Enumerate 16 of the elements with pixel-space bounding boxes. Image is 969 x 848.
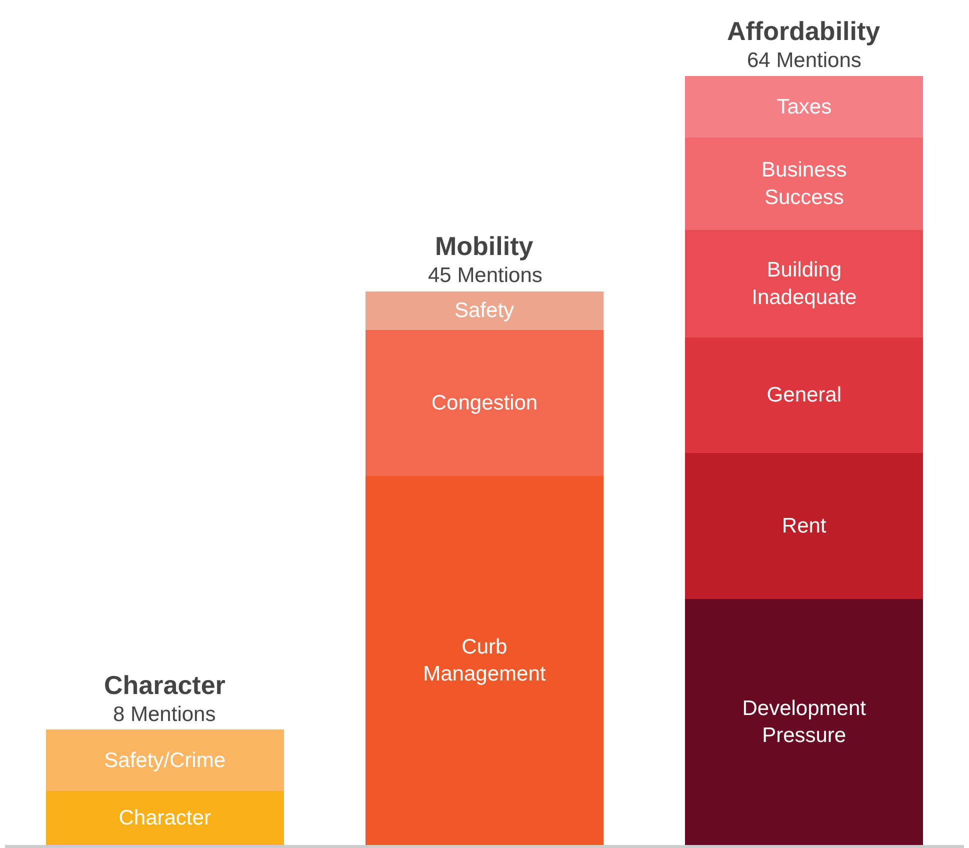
series-label: Rent	[782, 514, 826, 538]
text: 64 Mentions	[747, 49, 862, 72]
series-label: General	[766, 384, 842, 407]
series-label: Business Success	[762, 158, 847, 209]
annotation: 8 Mentions	[113, 703, 216, 726]
x-tick-label: Mobility	[435, 231, 534, 261]
series-label: Congestion	[431, 391, 538, 414]
series-label: Curb Management	[423, 635, 546, 686]
series-label: Safety/Crime	[104, 748, 226, 772]
series-label: Building Inadequate	[752, 258, 857, 309]
x-tick-label: Affordability	[727, 16, 881, 46]
series-label: Taxes	[776, 95, 832, 118]
series-label: Development Pressure	[742, 696, 866, 748]
annotation: 45 Mentions	[428, 264, 542, 287]
series-label: Character	[118, 806, 211, 830]
series-label: Safety	[454, 299, 515, 322]
